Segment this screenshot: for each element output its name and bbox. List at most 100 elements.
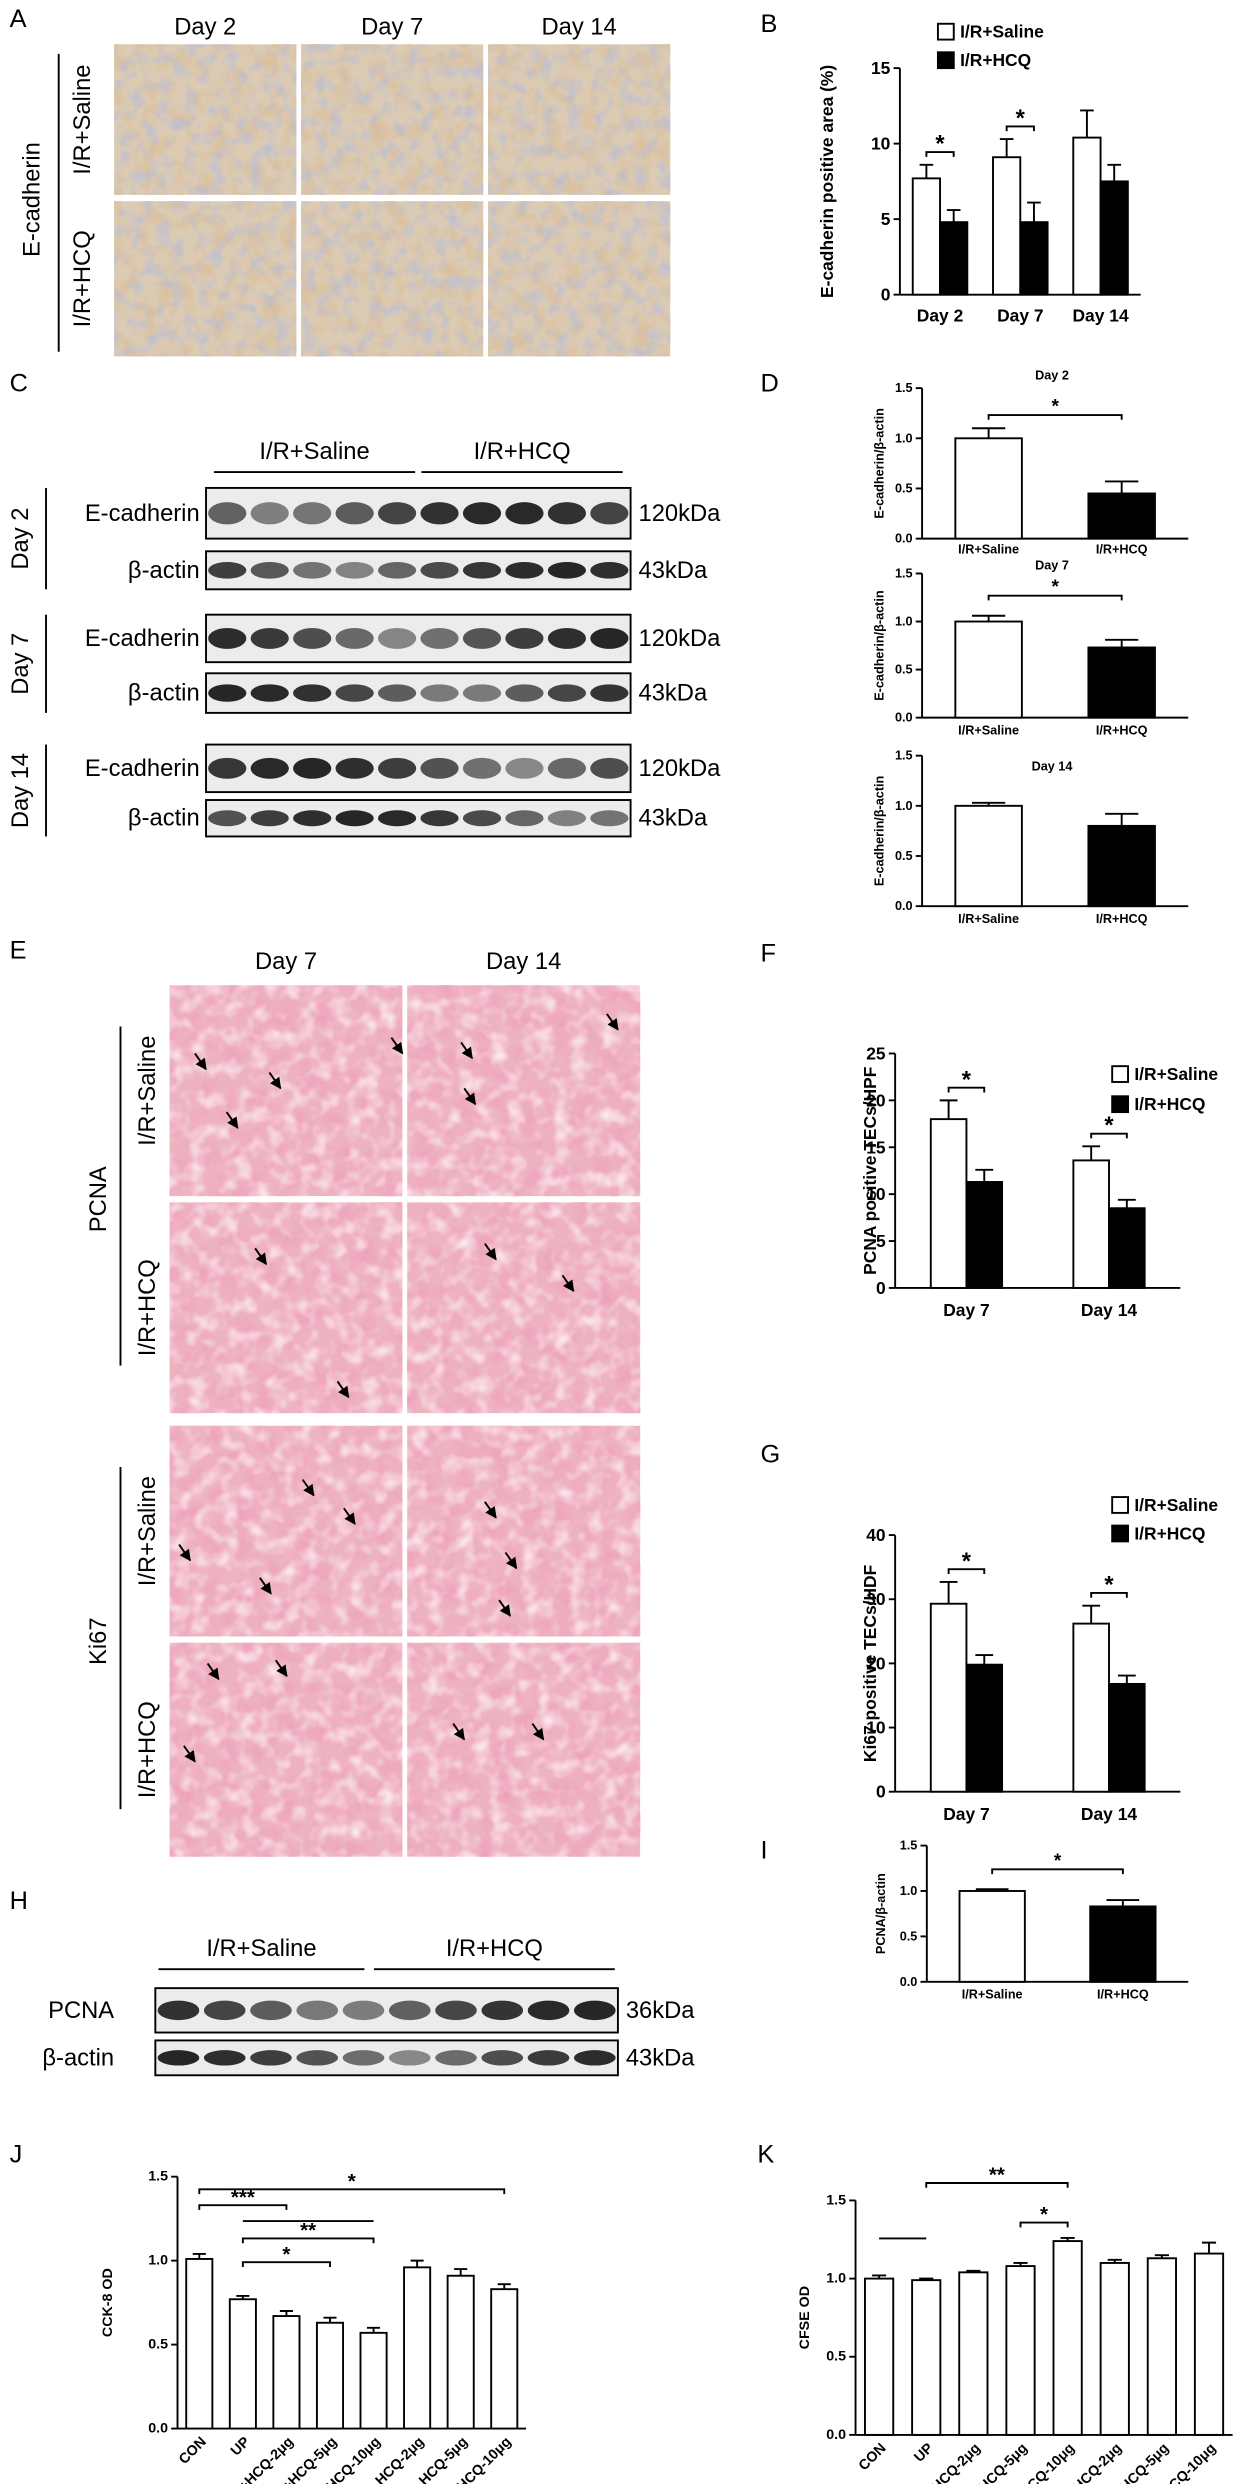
column-label: Day 7 [255, 948, 317, 975]
micrograph-texture [407, 1202, 641, 1414]
panel-label: I [760, 1836, 767, 1864]
blot-band [547, 561, 587, 579]
x-tick-label: Day 14 [1081, 1300, 1137, 1320]
arrow [206, 1662, 220, 1681]
group-label: I/R+Saline [206, 1935, 316, 1962]
y-tick-label: 1.5 [900, 1839, 918, 1853]
blot-band [293, 757, 332, 779]
bar [864, 2277, 895, 2436]
row-label: I/R+HCQ [134, 1259, 161, 1356]
error-bar [1201, 2241, 1217, 2254]
blot-band [573, 2000, 616, 2021]
blot-band [590, 561, 629, 579]
bar [272, 2315, 301, 2430]
x-tick-label: I/R+Saline [958, 543, 1019, 557]
blot-band [435, 2050, 477, 2066]
panel-label: F [760, 940, 775, 968]
bar [1087, 646, 1156, 719]
blot-band [505, 561, 544, 579]
blot-band [342, 2000, 385, 2021]
blot-band [420, 757, 459, 779]
blot-band [250, 561, 289, 579]
blot-band [293, 561, 332, 579]
y-tick-label: 0.5 [826, 2349, 846, 2365]
significance-bracket [925, 151, 955, 157]
micrograph-texture [169, 1425, 403, 1637]
bar [958, 1890, 1026, 1983]
significance-bracket [1090, 1592, 1128, 1598]
y-tick-label: 40 [866, 1525, 885, 1545]
arrow [183, 1745, 196, 1763]
arrow [336, 1380, 350, 1399]
legend-label: I/R+Saline [960, 22, 1044, 42]
micrograph-texture [407, 985, 641, 1197]
bar [1019, 221, 1049, 296]
blot-band [250, 757, 289, 779]
micrograph-texture [169, 985, 403, 1197]
micrograph-texture [301, 44, 484, 195]
blot-band [590, 684, 629, 702]
blot-band [547, 757, 587, 779]
protein-label: E-cadherin [85, 500, 200, 527]
bar [958, 2271, 989, 2436]
arrow [498, 1599, 511, 1617]
blot-band [547, 627, 587, 649]
bar [992, 156, 1022, 296]
size-label: 43kDa [626, 2044, 695, 2071]
bar [1146, 2257, 1177, 2436]
protein-label: β-actin [42, 2044, 114, 2071]
error-bar [454, 2268, 468, 2276]
blot-band [590, 627, 629, 649]
arrow [225, 1111, 239, 1129]
blot-band [377, 810, 417, 827]
blot-band [335, 627, 374, 649]
significance-label: * [1051, 577, 1059, 598]
x-tick-label: I/R+Saline [962, 1987, 1023, 2001]
y-tick-label: 1.0 [148, 2253, 168, 2269]
column-label: Day 7 [361, 13, 423, 40]
bar [403, 2266, 432, 2430]
protein-label: E-cadherin [85, 625, 200, 652]
significance-label: * [962, 1066, 972, 1093]
micrograph-texture [407, 1642, 641, 1857]
y-axis-label: E-cadherin/β-actin [872, 408, 886, 518]
arrow [390, 1037, 404, 1055]
size-label: 120kDa [639, 625, 722, 652]
bar [965, 1663, 1004, 1793]
legend-swatch [1111, 1496, 1129, 1514]
bar [911, 177, 941, 296]
error-bar [1105, 812, 1139, 826]
error-bar [966, 2269, 981, 2273]
bar [1052, 2240, 1083, 2436]
arrow [531, 1723, 545, 1741]
blot-band [335, 561, 374, 579]
bar [939, 221, 969, 296]
significance-label: * [1054, 1851, 1062, 1872]
legend-swatch [1111, 1524, 1129, 1543]
error-bar [1154, 2254, 1169, 2259]
blot-band [505, 757, 544, 779]
blot-band [547, 502, 587, 525]
error-bar [1105, 480, 1139, 494]
bar [1072, 1622, 1110, 1793]
panel-label: E [10, 937, 27, 965]
error-bar [1107, 2258, 1122, 2263]
y-tick-label: 0 [876, 1278, 886, 1298]
size-label: 43kDa [639, 805, 708, 832]
blot-band [505, 810, 544, 827]
x-tick-label: UP [228, 2434, 254, 2460]
blot-band [377, 561, 417, 579]
row-label: I/R+Saline [134, 1476, 161, 1586]
error-bar [1060, 2236, 1075, 2242]
arrow [561, 1274, 575, 1293]
blot-band [527, 2050, 570, 2066]
blot-band [435, 2000, 477, 2021]
bar [965, 1181, 1004, 1289]
error-bar [1013, 2262, 1028, 2267]
y-tick-label: 15 [866, 1137, 886, 1157]
y-tick-label: 1.5 [148, 2169, 168, 2185]
legend-label: I/R+HCQ [1134, 1523, 1205, 1543]
blot-band [250, 810, 289, 827]
significance-bracket [987, 414, 1123, 420]
